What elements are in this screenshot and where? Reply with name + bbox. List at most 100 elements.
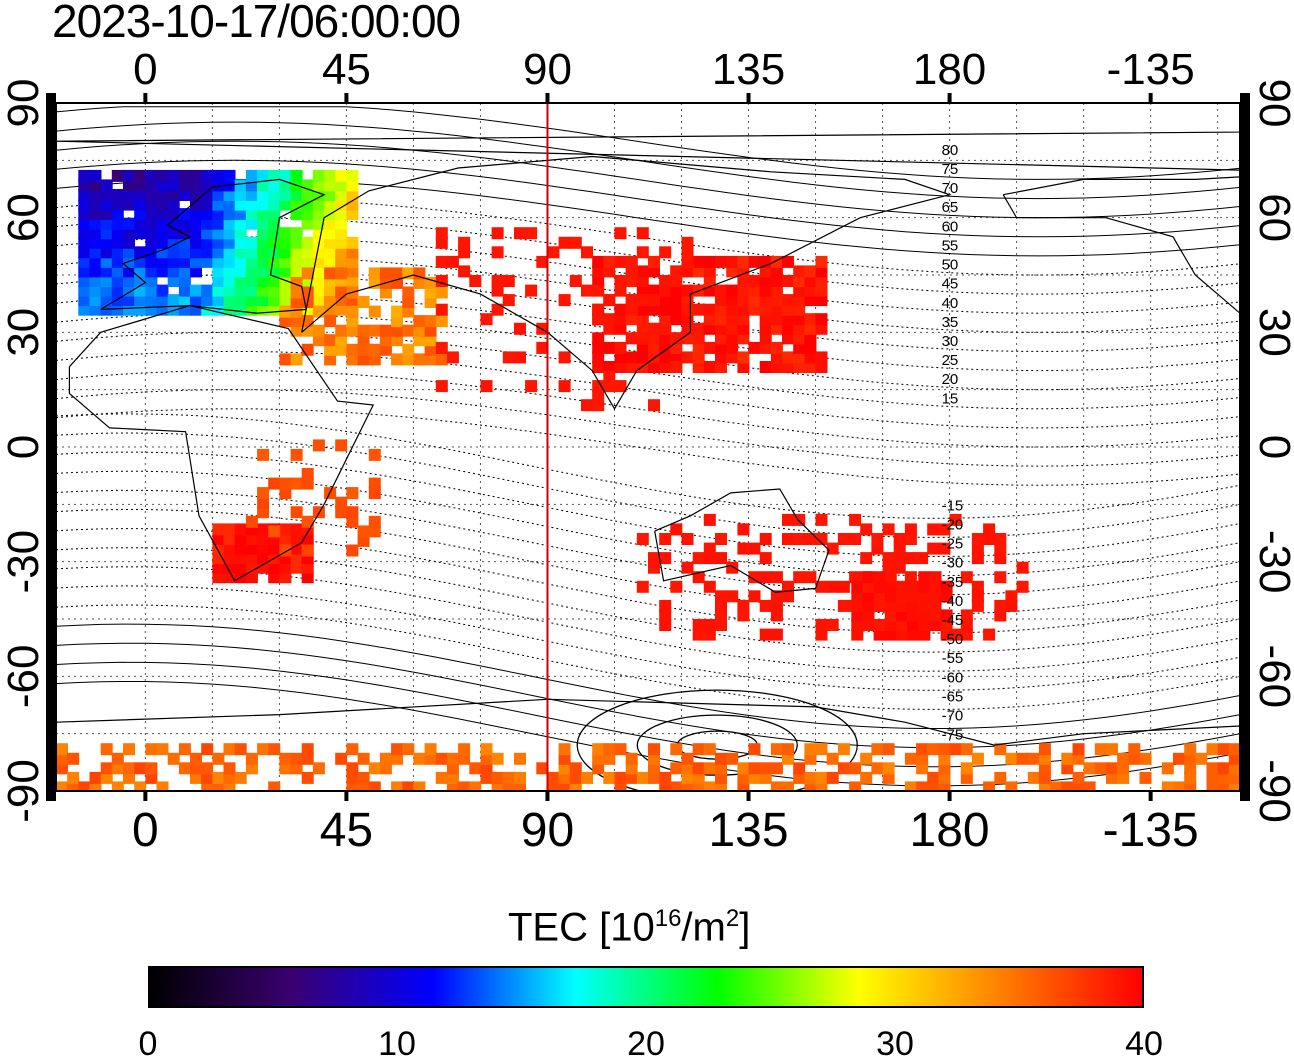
x-tick-label-top: 0 <box>133 45 157 94</box>
tec-cell <box>648 561 660 574</box>
tec-cell <box>871 542 884 555</box>
tec-cell <box>257 542 270 555</box>
tec-cell <box>603 752 616 765</box>
tec-cell <box>1184 752 1197 765</box>
tec-cell <box>223 169 236 182</box>
tec-cell <box>896 619 908 631</box>
tec-cell <box>862 580 875 593</box>
tec-cell <box>793 284 806 297</box>
tec-cell <box>480 313 493 326</box>
contour-line <box>56 451 1240 557</box>
tec-cell <box>111 762 124 775</box>
tec-cell <box>201 189 214 201</box>
tec-cell <box>715 255 727 268</box>
tec-cell <box>1184 781 1197 791</box>
tec-cell <box>603 361 616 373</box>
tec-cell <box>659 341 672 354</box>
x-tick-top <box>1148 93 1153 103</box>
tec-cell <box>625 265 638 278</box>
tec-cell <box>279 571 292 584</box>
tec-cell <box>234 552 247 565</box>
coastline <box>301 155 952 410</box>
tec-cell <box>681 351 694 364</box>
tec-cell <box>815 513 828 526</box>
tec-cell <box>346 324 359 337</box>
tec-cell <box>312 284 325 297</box>
tec-cell <box>907 599 920 612</box>
tec-cell <box>636 580 649 593</box>
tec-cell <box>279 198 292 211</box>
tec-cell <box>715 771 727 784</box>
tec-cell <box>279 477 292 490</box>
tec-cell <box>111 198 124 211</box>
tec-cell <box>759 771 772 784</box>
tec-cell <box>692 762 705 775</box>
tec-cell <box>78 236 91 249</box>
tec-cell <box>703 743 716 756</box>
tec-cell <box>324 227 337 240</box>
tec-cell <box>994 552 1007 565</box>
tec-cell <box>190 217 202 230</box>
tec-cell <box>223 255 236 268</box>
tec-cell <box>636 265 649 278</box>
tec-cell <box>491 781 504 791</box>
tec-cell <box>770 294 783 307</box>
tec-cell <box>290 542 303 555</box>
tec-cell <box>167 752 180 765</box>
tec-cell <box>78 198 91 211</box>
tec-cell <box>78 284 91 297</box>
tec-cell <box>167 255 180 268</box>
tec-cell <box>357 534 370 547</box>
tec-cell <box>1083 781 1096 791</box>
x-tick-label-top: 45 <box>322 45 371 94</box>
tec-cell <box>145 179 158 192</box>
tec-cell <box>793 313 806 326</box>
colorbar-title-end: ] <box>739 905 751 950</box>
tec-cell <box>1117 771 1130 784</box>
tec-cell <box>301 343 314 356</box>
tec-cell <box>918 609 931 622</box>
contour-label: 30 <box>942 333 959 350</box>
tec-cell <box>971 580 984 593</box>
contour-label: -35 <box>942 574 964 591</box>
y-tick-label-right: 0 <box>1250 435 1294 459</box>
tec-cell <box>167 198 180 211</box>
tec-cell <box>234 533 247 545</box>
tec-cell <box>201 169 214 182</box>
tec-cell <box>851 619 864 631</box>
tec-cell <box>391 267 404 280</box>
tec-cell <box>737 332 750 345</box>
tec-cell <box>346 506 359 519</box>
tec-cell <box>815 265 828 278</box>
tec-cell <box>268 208 281 221</box>
tec-cell <box>268 561 281 574</box>
tec-cell <box>940 580 953 593</box>
tec-cell <box>245 217 258 230</box>
tec-cell <box>804 571 817 584</box>
tec-cell <box>201 294 214 307</box>
tec-cell <box>804 771 817 784</box>
contour-label: 75 <box>942 161 959 178</box>
tec-cell <box>223 743 236 756</box>
tec-cell <box>659 322 672 335</box>
tec-cell <box>145 227 158 240</box>
tec-cell <box>190 771 202 784</box>
tec-cell <box>851 609 864 622</box>
tec-cell <box>614 771 627 784</box>
tec-cell <box>703 628 716 641</box>
tec-cell <box>918 571 931 584</box>
tec-cell <box>592 284 605 297</box>
tec-cell <box>659 284 672 297</box>
tec-cell <box>212 179 225 192</box>
tec-cell <box>1206 781 1219 791</box>
pole-contour <box>576 689 858 791</box>
tec-cell <box>257 217 270 230</box>
tec-cell <box>424 276 437 289</box>
tec-cell <box>837 533 850 545</box>
tec-cell <box>446 351 459 364</box>
tec-cell <box>212 781 225 791</box>
tec-cell <box>1184 743 1197 756</box>
tec-cell <box>134 265 147 278</box>
tec-cell <box>927 542 940 555</box>
tec-cell <box>1005 781 1018 791</box>
